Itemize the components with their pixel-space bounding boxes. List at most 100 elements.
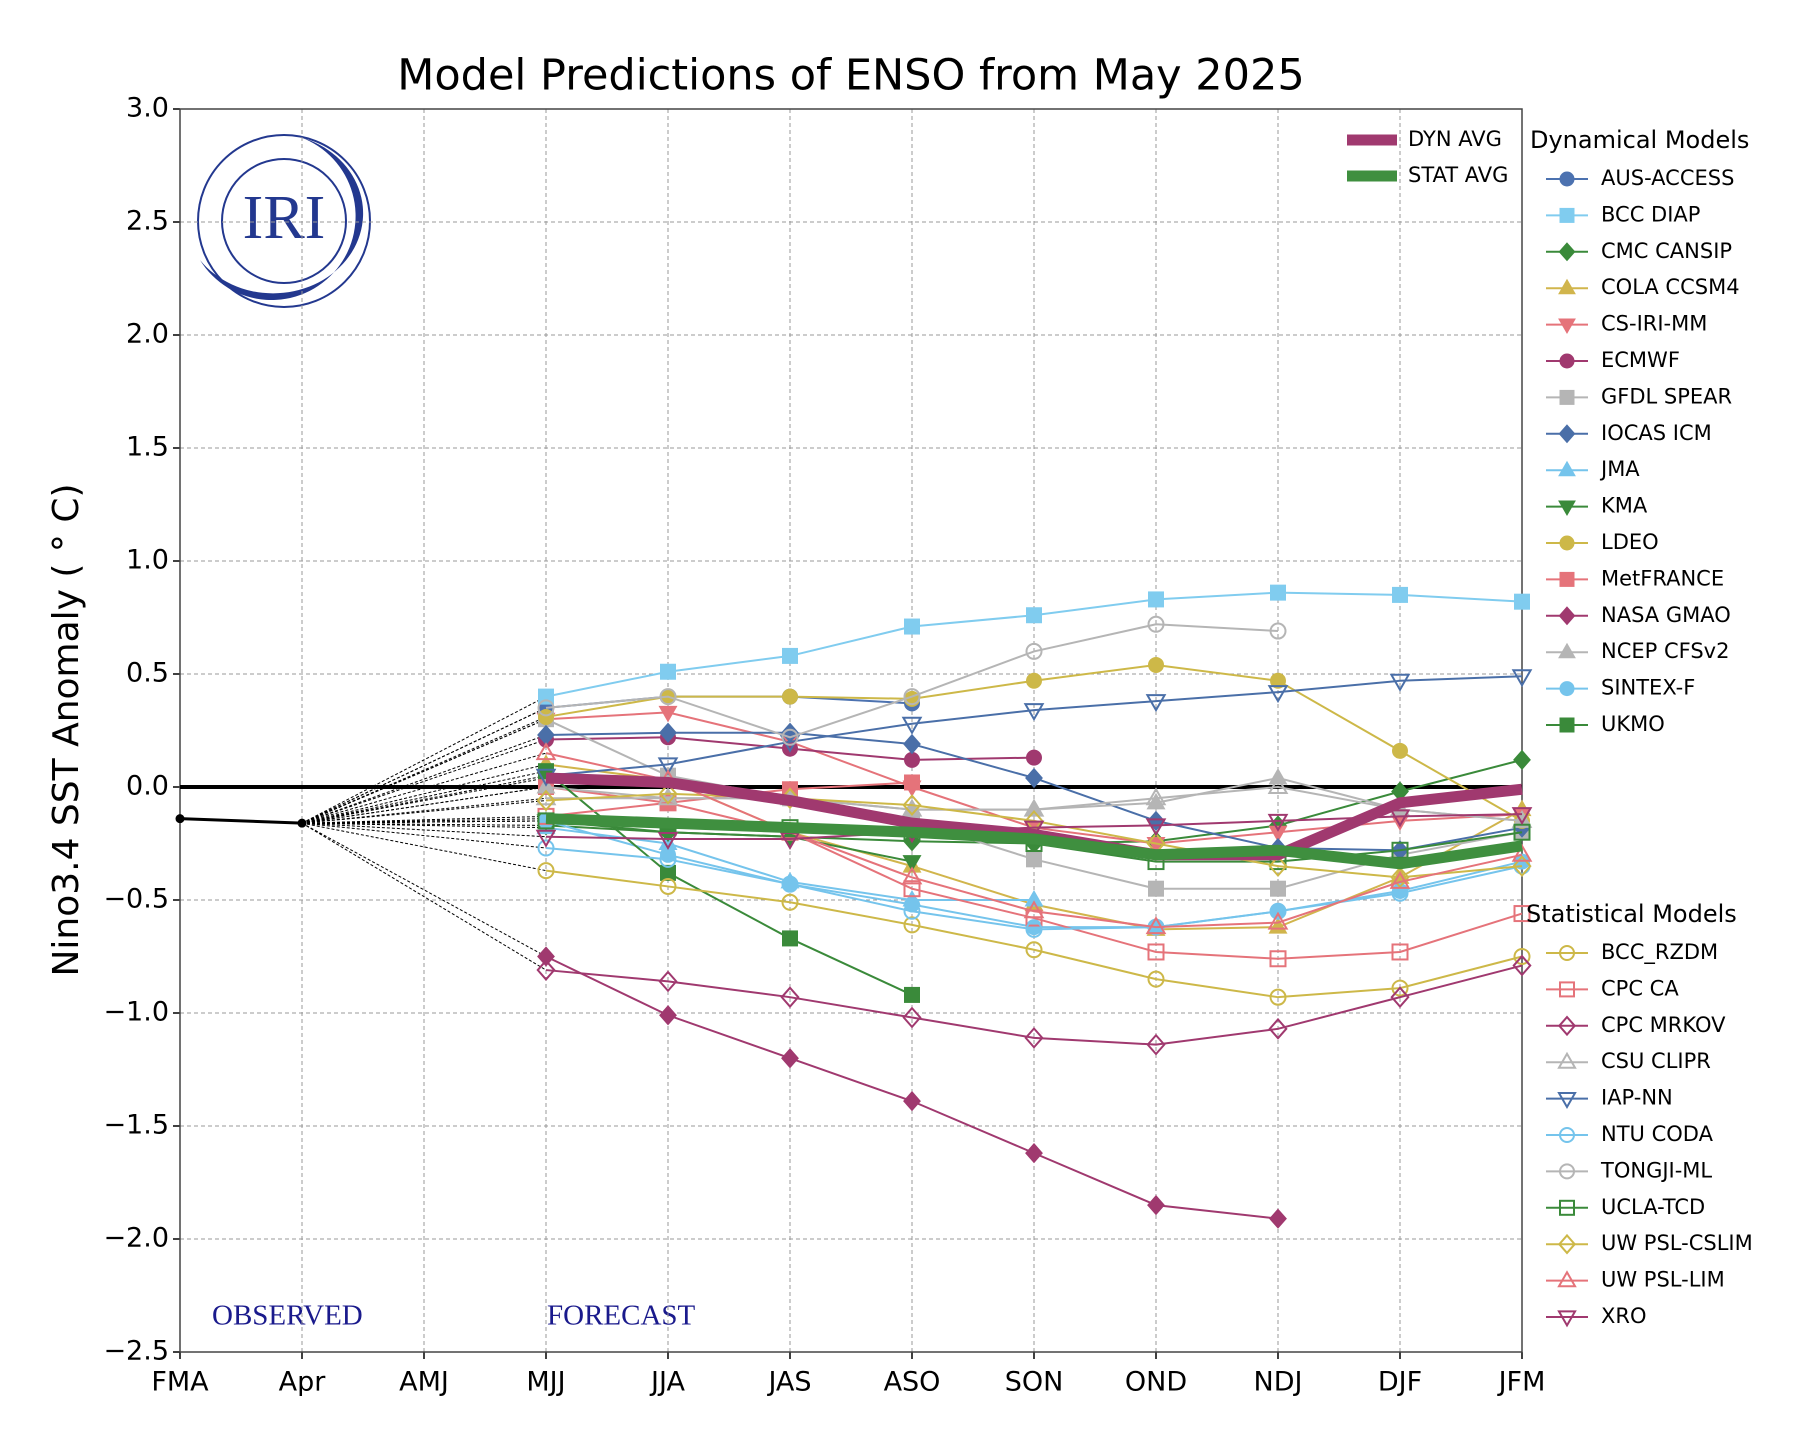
marker [537, 839, 555, 857]
y-tick-label: −0.5 [103, 884, 169, 915]
legend-label: UW PSL-LIM [1601, 1268, 1725, 1292]
legend-label: MetFRANCE [1601, 566, 1724, 590]
marker [1148, 591, 1164, 608]
marker [538, 708, 554, 725]
series [537, 862, 1531, 1006]
marker [1025, 941, 1043, 959]
marker [1269, 988, 1287, 1006]
forecast-connector [301, 752, 547, 824]
marker [1024, 889, 1044, 907]
marker [659, 1005, 677, 1026]
forecast-connector [301, 818, 547, 824]
x-tick-label: FMA [151, 1367, 209, 1398]
marker [536, 959, 556, 981]
x-tick-label: ASO [884, 1367, 941, 1398]
y-tick-label: 0.5 [126, 658, 169, 689]
legend-label: CSU CLIPR [1601, 1049, 1711, 1073]
marker [1145, 694, 1167, 713]
marker [1391, 979, 1409, 997]
marker [1558, 424, 1576, 444]
marker [1146, 1033, 1166, 1056]
legend-label: COLA CCSM4 [1601, 275, 1740, 299]
x-tick-label: JJA [649, 1367, 685, 1398]
forecast-connector [301, 718, 547, 824]
marker [781, 728, 799, 746]
marker [1269, 622, 1287, 640]
legend-label: BCC_RZDM [1601, 940, 1718, 965]
legend-label: CMC CANSIP [1601, 239, 1732, 263]
legend-title: Statistical Models [1526, 900, 1737, 928]
marker [537, 946, 555, 967]
marker [1025, 767, 1043, 789]
forecast-connector [301, 822, 547, 849]
x-tick-label: JAS [766, 1367, 811, 1398]
marker [1559, 981, 1575, 998]
legend-label: NTU CODA [1601, 1122, 1714, 1146]
marker [1147, 943, 1165, 961]
marker [1513, 749, 1531, 771]
marker [904, 986, 920, 1003]
forecast-connector [301, 763, 547, 824]
legend-label: NASA GMAO [1601, 603, 1731, 627]
series-line [545, 847, 1523, 931]
series [535, 669, 1533, 787]
series [536, 954, 1532, 1056]
marker [1557, 1233, 1577, 1255]
marker [1026, 749, 1042, 766]
logo-text: IRI [243, 184, 326, 252]
legend-label: LDEO [1601, 530, 1659, 554]
series [538, 656, 1530, 829]
y-tick-label: 1.5 [126, 432, 169, 463]
marker [659, 722, 677, 743]
y-tick-label: 1.0 [126, 545, 169, 576]
marker [1025, 1142, 1043, 1164]
marker [1389, 673, 1411, 692]
marker [782, 688, 798, 705]
y-tick-label: 2.5 [126, 206, 169, 237]
marker [1557, 1051, 1577, 1069]
marker [1268, 1017, 1288, 1040]
marker [1512, 855, 1532, 877]
marker [1024, 1026, 1044, 1049]
y-tick-label: −1.0 [103, 997, 169, 1028]
forecast-connector [301, 696, 547, 824]
marker [1514, 593, 1530, 610]
marker [1559, 389, 1575, 405]
marker [1023, 798, 1045, 817]
marker [1392, 742, 1408, 759]
legend-label: TONGJI-ML [1600, 1158, 1712, 1182]
legend-label: XRO [1601, 1304, 1647, 1328]
marker [781, 893, 799, 911]
legend-label: UCLA-TCD [1601, 1195, 1705, 1219]
marker [903, 916, 921, 934]
forecast-connector [301, 734, 547, 824]
marker [1557, 1015, 1577, 1037]
marker [1023, 900, 1045, 919]
observed-line [179, 817, 303, 825]
logo-inner-ring [221, 158, 347, 284]
marker [1268, 855, 1288, 877]
plot-frame [179, 108, 1523, 1353]
marker [1392, 586, 1408, 603]
marker [1147, 1194, 1165, 1216]
marker [1267, 813, 1289, 832]
marker [658, 705, 678, 723]
marker [1511, 843, 1533, 862]
marker [901, 866, 923, 885]
marker [1026, 607, 1042, 624]
legend-label: UW PSL-CSLIM [1601, 1231, 1753, 1255]
chart-title: Model Predictions of ENSO from May 2025 [397, 51, 1304, 101]
series-line [545, 869, 1523, 999]
marker [1559, 717, 1575, 733]
series-line [545, 675, 1523, 777]
marker [1559, 945, 1575, 961]
annotation: OBSERVED [212, 1300, 363, 1332]
marker [535, 742, 557, 761]
logo-ring [197, 134, 371, 308]
marker [1511, 807, 1533, 826]
marker [1557, 1310, 1577, 1328]
y-tick-label: −2.5 [103, 1336, 169, 1367]
legend-label: IAP-NN [1601, 1086, 1673, 1110]
